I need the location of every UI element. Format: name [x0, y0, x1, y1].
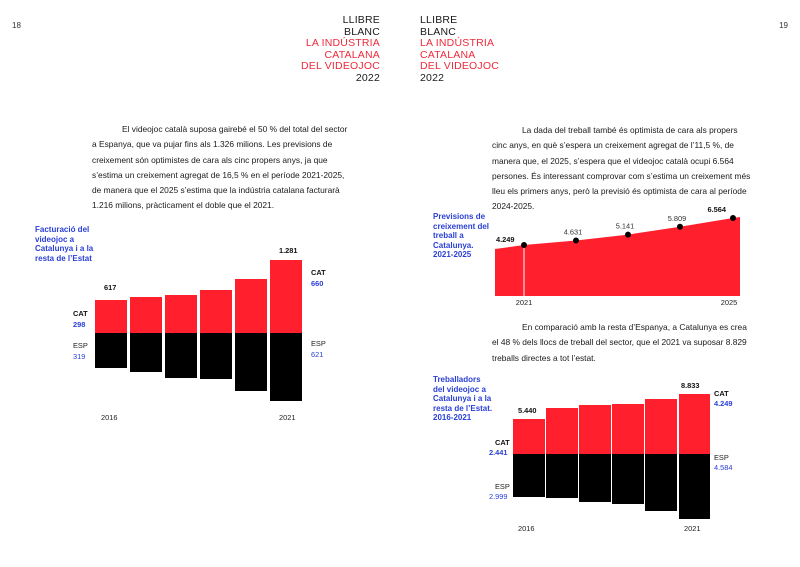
chart3-esp-last: 4.584 [714, 463, 733, 472]
chart3-total-last: 8.833 [681, 381, 700, 390]
chart1-caption: Facturació del videojoc a Catalunya i a … [35, 225, 94, 263]
chart1-cat-first: 298 [73, 320, 86, 329]
header-line: CATALANA [324, 48, 380, 61]
header-line: DEL VIDEOJOC [420, 60, 500, 73]
chart1-cat-name-left: CAT [73, 309, 88, 318]
right-paragraph-1: La dada del treball també és optimista d… [492, 125, 751, 212]
header-left: LLIBRE BLANC LA INDÚSTRIA CATALANA DEL V… [300, 14, 380, 85]
x-label-first: 2021 [516, 298, 532, 307]
header-line: BLANC [343, 25, 380, 38]
chart3-cat-first: 2.441 [489, 448, 508, 457]
point-2024 [677, 223, 683, 230]
chart3-x-last: 2021 [684, 524, 701, 533]
chart3-total-first: 5.440 [518, 406, 537, 415]
chart1-x-last: 2021 [279, 413, 296, 422]
value-label-2024: 5.809 [668, 214, 687, 223]
header-line: CATALANA [420, 48, 476, 61]
header-line: DEL VIDEOJOC [300, 60, 380, 73]
chart3-esp-first: 2.999 [489, 492, 508, 501]
value-label-2022: 4.631 [564, 228, 583, 237]
value-label-2025: 6.564 [708, 205, 727, 214]
chart3-cat-name-right: CAT [714, 389, 729, 398]
value-label-2023: 5.141 [616, 222, 635, 231]
header-line: 2022 [420, 71, 445, 84]
header-line: LLIBRE [342, 14, 380, 26]
chart3-cat-last: 4.249 [714, 399, 733, 408]
header-right: LLIBRE BLANC LA INDÚSTRIA CATALANA DEL V… [420, 14, 500, 85]
chart1-cat-last: 660 [311, 279, 324, 288]
header-line: 2022 [355, 71, 380, 84]
page-number-right: 19 [779, 21, 788, 30]
chart3-esp-name-left: ESP [495, 482, 510, 491]
x-label-last: 2025 [721, 298, 737, 307]
chart1-esp-last: 621 [311, 350, 324, 359]
page-number-left: 18 [12, 21, 21, 30]
point-2025 [730, 215, 736, 221]
chart1-x-first: 2016 [101, 413, 118, 422]
header-line: LA INDÚSTRIA [420, 37, 495, 50]
chart1-total-first: 617 [104, 283, 117, 292]
chart1-cat-name-right: CAT [311, 268, 326, 277]
point-2022 [573, 237, 579, 244]
header-line: LLIBRE [420, 14, 458, 26]
right-paragraph-2: En comparació amb la resta d’Espanya, a … [492, 322, 747, 363]
chart2-caption: Previsions de creixement del treball a C… [433, 212, 490, 260]
point-2023 [625, 231, 631, 238]
chart1-esp-name-left: ESP [73, 341, 88, 350]
chart1-esp-name-right: ESP [311, 339, 326, 348]
chart1-total-last: 1.281 [279, 246, 298, 255]
chart1-esp-first: 319 [73, 352, 86, 361]
chart3-x-first: 2016 [518, 524, 535, 533]
area-fill [495, 217, 740, 296]
value-label-2021: 4.249 [496, 235, 515, 244]
chart3-cat-name-left: CAT [495, 438, 510, 447]
left-paragraph: El videojoc català suposa gairebé el 50 … [92, 124, 348, 211]
header-line: LA INDÚSTRIA [305, 37, 380, 50]
chart3-caption: Treballadors del videojoc a Catalunya i … [433, 375, 493, 423]
header-line: BLANC [420, 25, 457, 38]
point-2021 [521, 242, 527, 248]
chart3-esp-name-right: ESP [714, 453, 729, 462]
